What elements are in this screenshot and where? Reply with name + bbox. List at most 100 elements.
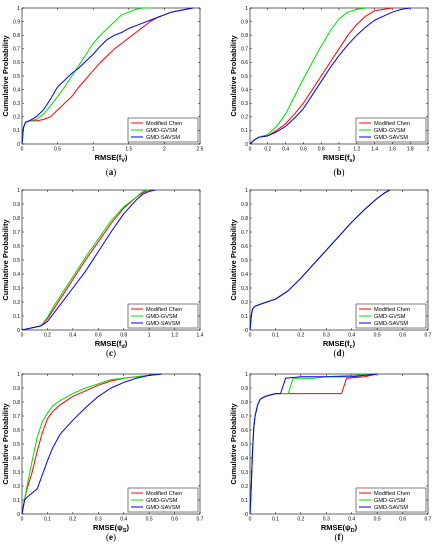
x-tick-label: 0.5 (54, 147, 61, 153)
panel-caption: (a) (106, 167, 117, 177)
chart-a: 0 0.5 1 1.5 2 2.5 0 0.1 0.2 0.3 0.4 0.5 0.6 0.7 0.8 0.9… (1, 6, 204, 177)
x-tick-label: 0 (249, 147, 252, 153)
legend-label: GMD-GVSM (146, 498, 178, 504)
y-axis-label: Cumulative Probability (229, 219, 238, 301)
legend-label: GMD-GVSM (374, 498, 406, 504)
chart-f: 0 0.1 0.2 0.3 0.4 0.5 0.6 0.7 0 0.1 0.2 0.3 0.4 0.5 0.… (229, 372, 432, 542)
series-line-gmd-savsm (249, 189, 391, 331)
x-tick-label: 0 (21, 333, 24, 339)
x-tick-label: 1.2 (353, 147, 360, 153)
y-axis-label: Cumulative Probability (1, 403, 10, 485)
y-tick-label: 1 (245, 6, 248, 12)
x-tick-label: 0.2 (44, 333, 51, 339)
x-tick-label: 0.5 (374, 333, 381, 339)
series-line-gmd-savsm (21, 373, 162, 515)
legend-label: GMD-GVSM (146, 128, 178, 134)
legend-label: GMD-SAVSM (146, 135, 180, 141)
y-tick-label: 1 (17, 372, 20, 378)
x-axis-label: RMSE(ψD) (321, 523, 358, 534)
y-tick-label: 0.1 (13, 498, 20, 504)
series-line-gmd-savsm (249, 373, 378, 515)
y-tick-label: 0.6 (241, 244, 248, 250)
x-tick-label: 0.4 (348, 517, 355, 523)
y-tick-label: 1 (17, 6, 20, 12)
y-tick-label: 0 (245, 328, 248, 334)
x-tick-label: 0.7 (197, 517, 204, 523)
x-tick-label: 1 (92, 147, 95, 153)
y-tick-label: 0.7 (241, 47, 248, 53)
legend-label: Modified Chen (374, 121, 410, 127)
y-tick-label: 0 (245, 512, 248, 518)
x-tick-label: 0.2 (297, 517, 304, 523)
x-tick-label: 0.7 (425, 517, 432, 523)
y-tick-label: 0.6 (241, 428, 248, 434)
y-tick-label: 0.9 (241, 386, 248, 392)
legend-label: Modified Chen (146, 121, 182, 127)
y-tick-label: 0.5 (13, 258, 20, 264)
x-tick-label: 0.2 (264, 147, 271, 153)
panel-caption: (c) (106, 348, 116, 358)
x-tick-label: 0.1 (272, 333, 279, 339)
x-tick-label: 0.3 (323, 517, 330, 523)
y-tick-label: 0.8 (241, 400, 248, 406)
x-axis-label: RMSE(fV) (95, 153, 128, 164)
x-tick-label: 0 (249, 517, 252, 523)
legend-label: Modified Chen (146, 307, 182, 313)
legend-label: Modified Chen (146, 491, 182, 497)
series-line-gmd-savsm (249, 7, 411, 145)
x-tick-label: 0.6 (399, 517, 406, 523)
y-tick-label: 0.5 (241, 258, 248, 264)
x-axis-label: RMSE(fd) (95, 339, 128, 350)
y-tick-label: 0.1 (241, 128, 248, 134)
y-axis-label: Cumulative Probability (229, 35, 238, 117)
x-tick-label: 1.5 (125, 147, 132, 153)
x-tick-label: 0.4 (69, 333, 76, 339)
y-tick-label: 0.2 (13, 484, 20, 490)
x-tick-label: 0 (249, 333, 252, 339)
y-tick-label: 0.1 (241, 498, 248, 504)
y-tick-label: 0.4 (13, 87, 20, 93)
y-tick-label: 0 (17, 328, 20, 334)
y-axis-label: Cumulative Probability (1, 35, 10, 117)
y-tick-label: 0.3 (241, 101, 248, 107)
x-tick-label: 2 (427, 147, 430, 153)
legend-label: GMD-SAVSM (146, 321, 180, 327)
y-tick-label: 0.3 (241, 286, 248, 292)
y-tick-label: 0.7 (241, 414, 248, 420)
x-tick-label: 0 (21, 517, 24, 523)
x-tick-label: 0.6 (300, 147, 307, 153)
legend-label: Modified Chen (374, 491, 410, 497)
y-tick-label: 0.3 (13, 286, 20, 292)
y-tick-label: 0.6 (13, 428, 20, 434)
chart-b: 0 0.2 0.4 0.6 0.8 1 1.2 1.4 1.6 1.8 2 0 0.1 0.2 0.3 0.4… (229, 6, 430, 177)
y-tick-label: 0.9 (241, 202, 248, 208)
y-tick-label: 0.4 (241, 87, 248, 93)
series-line-gmd-gvsm (21, 7, 151, 145)
x-tick-label: 0.4 (348, 333, 355, 339)
x-tick-label: 0.8 (120, 333, 127, 339)
series-line-gmd-gvsm (21, 189, 150, 331)
legend-label: GMD-SAVSM (146, 505, 180, 511)
x-tick-label: 1 (148, 333, 151, 339)
x-axis-label: RMSE(ψS) (93, 523, 130, 534)
y-tick-label: 0.9 (13, 19, 20, 25)
x-tick-label: 0.4 (120, 517, 127, 523)
y-tick-label: 0.9 (241, 19, 248, 25)
x-tick-label: 0.2 (297, 333, 304, 339)
y-tick-label: 0.2 (241, 115, 248, 121)
x-tick-label: 0.3 (95, 517, 102, 523)
x-axis-label: RMSE(fs) (323, 153, 356, 164)
y-tick-label: 0.6 (241, 60, 248, 66)
y-tick-label: 0.1 (13, 314, 20, 320)
x-tick-label: 1.2 (171, 333, 178, 339)
y-tick-label: 0.8 (13, 400, 20, 406)
y-tick-label: 0.2 (241, 300, 248, 306)
y-tick-label: 0.7 (13, 47, 20, 53)
y-tick-label: 0.1 (13, 128, 20, 134)
x-tick-label: 0.5 (146, 517, 153, 523)
y-tick-label: 1 (245, 188, 248, 194)
y-tick-label: 0.5 (241, 442, 248, 448)
chart-c: 0 0.2 0.4 0.6 0.8 1 1.2 1.4 0 0.1 0.2 0.3 0.4 0.5 0.6 0… (1, 188, 204, 358)
y-tick-label: 0.9 (13, 386, 20, 392)
